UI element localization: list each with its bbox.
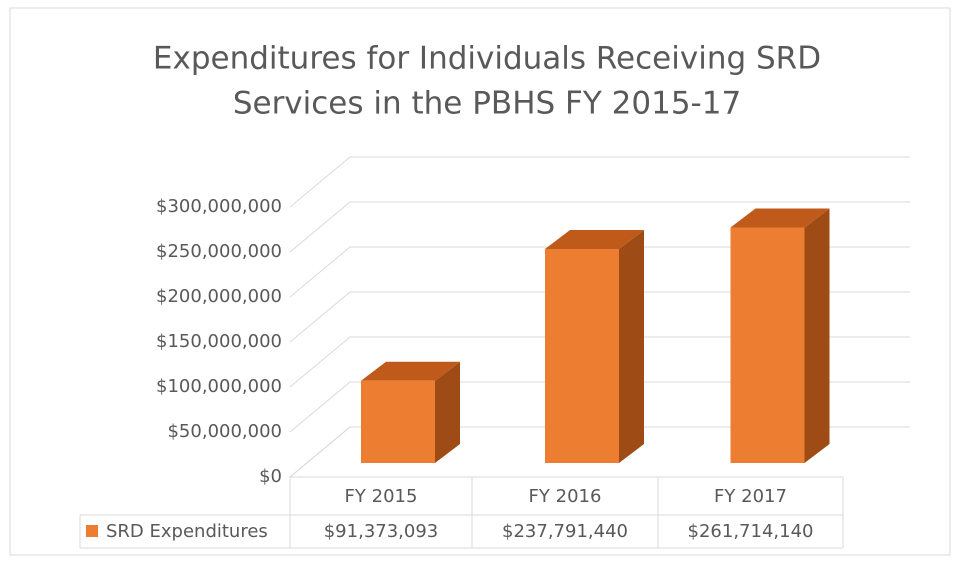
grid-line [289, 336, 910, 388]
grid-line [289, 156, 910, 208]
bar-top [361, 361, 460, 381]
bar [545, 248, 619, 463]
x-tick-label: FY 2017 [714, 486, 787, 507]
grid-line [289, 426, 910, 478]
bar [361, 380, 435, 463]
bar-side [435, 361, 460, 463]
table-value: $261,714,140 [688, 521, 814, 542]
bar-side [619, 229, 644, 463]
y-tick-label: $200,000,000 [156, 286, 282, 307]
x-tick-label: FY 2016 [529, 486, 602, 507]
chart-title: Services in the PBHS FY 2015-17 [233, 86, 741, 122]
y-tick-label: $100,000,000 [156, 376, 282, 397]
y-tick-label: $250,000,000 [156, 241, 282, 262]
legend-label: SRD Expenditures [106, 521, 268, 542]
chart-title: Expenditures for Individuals Receiving S… [153, 41, 821, 77]
grid-line [289, 381, 910, 433]
grid-line [289, 246, 910, 298]
y-tick-label: $50,000,000 [167, 421, 282, 442]
grid-line [289, 291, 910, 343]
bar-top [545, 229, 644, 249]
grid-line [289, 201, 910, 253]
y-tick-label: $150,000,000 [156, 331, 282, 352]
table-value: $237,791,440 [502, 521, 628, 542]
y-tick-label: $0 [259, 466, 282, 487]
bar-side [804, 208, 830, 463]
bar [730, 227, 805, 463]
table-value: $91,373,093 [324, 521, 439, 542]
bar-top [730, 208, 830, 228]
x-tick-label: FY 2015 [345, 486, 418, 507]
y-tick-label: $300,000,000 [156, 196, 282, 217]
legend-swatch [86, 525, 98, 537]
